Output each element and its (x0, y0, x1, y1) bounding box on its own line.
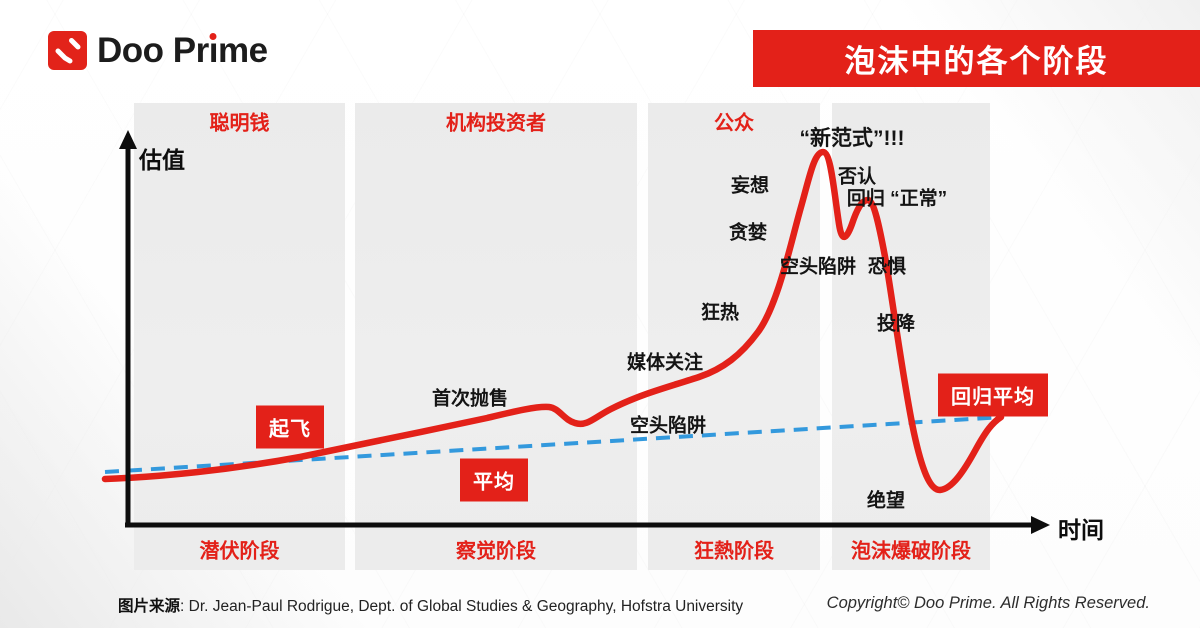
source-label: 图片来源 (118, 598, 181, 615)
phase-panel-3 (648, 103, 820, 570)
doo-prime-logo-icon (48, 31, 87, 70)
y-axis-arrow-icon (119, 130, 137, 149)
phase-top-label: 机构投资者 (446, 112, 546, 135)
doo-prime-wordmark: Doo Prı me (97, 31, 268, 70)
curve-annotation: 空头陷阱 (629, 415, 707, 437)
curve-annotation: 贪婪 (728, 222, 768, 244)
image-source-credit: 图片来源: Dr. Jean-Paul Rodrigue, Dept. of G… (118, 594, 743, 616)
callout-box: 起飞 (256, 405, 324, 449)
wordmark-part1: Doo Pr (97, 31, 209, 70)
phase-panel-1 (134, 103, 345, 570)
copyright-text: Copyright© Doo Prime. All Rights Reserve… (826, 594, 1150, 612)
source-text: : Dr. Jean-Paul Rodrigue, Dept. of Globa… (180, 598, 744, 615)
curve-annotation: 空头陷阱 (779, 256, 857, 278)
curve-annotation: 妄想 (730, 175, 770, 197)
callout-box: 平均 (460, 458, 528, 502)
phase-bottom-label: 潜伏阶段 (199, 540, 280, 563)
x-axis-label: 时间 (1058, 517, 1104, 543)
phase-bottom-label: 泡沫爆破阶段 (851, 540, 971, 563)
doo-prime-logo: Doo Prı me (48, 31, 268, 70)
curve-annotation: 媒体关注 (626, 352, 704, 374)
curve-annotation: 狂热 (700, 302, 740, 324)
curve-annotation: 回归 “正常” (846, 188, 948, 210)
y-axis-label: 估值 (139, 147, 185, 173)
callout-box: 回归平均 (938, 373, 1048, 417)
curve-annotation: 绝望 (866, 490, 906, 512)
phase-top-label: 公众 (714, 112, 754, 135)
curve-annotation: “新范式”!!! (799, 127, 905, 150)
phase-bottom-label: 察觉阶段 (456, 540, 536, 563)
curve-annotation: 恐惧 (867, 256, 907, 278)
valuation-curve (101, 148, 1005, 494)
curve-annotation: 投降 (876, 313, 916, 335)
x-axis-arrow-icon (1031, 516, 1050, 534)
phase-top-label: 聪明钱 (209, 112, 270, 135)
phase-panel-4 (832, 103, 990, 570)
phase-bottom-label: 狂熱阶段 (694, 540, 774, 563)
brand-i-dot-icon (209, 33, 217, 40)
wordmark-i: ı (208, 31, 219, 70)
curve-annotation: 否认 (837, 166, 877, 188)
banner-title: 泡沫中的各个阶段 (753, 30, 1200, 87)
curve-annotation: 首次抛售 (431, 388, 509, 410)
wordmark-part2: me (217, 31, 268, 70)
